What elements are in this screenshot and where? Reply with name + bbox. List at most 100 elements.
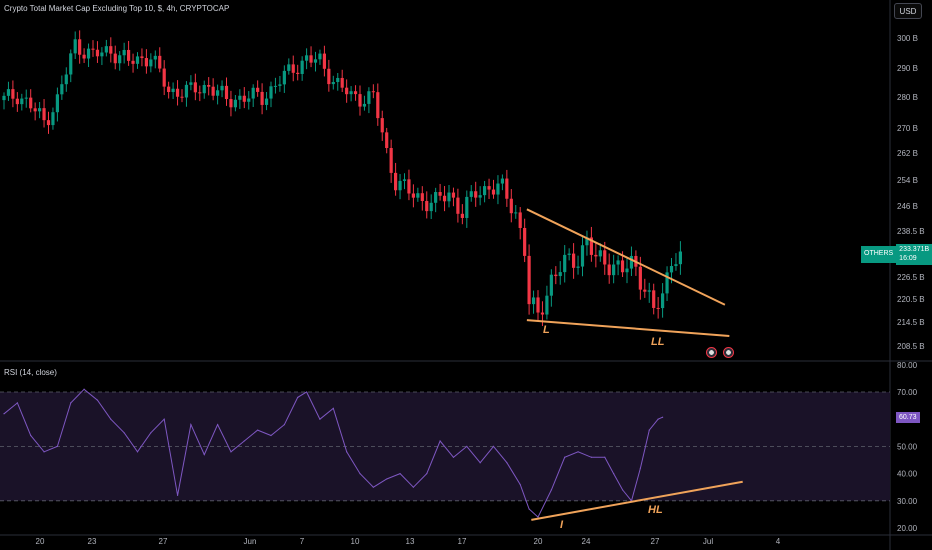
- rsi-point: [283, 424, 285, 426]
- rsi-point: [662, 416, 664, 418]
- candle-body: [153, 55, 157, 60]
- candle-body: [540, 312, 545, 315]
- candle-body: [171, 88, 175, 93]
- candle-body: [371, 91, 375, 93]
- candle-body: [607, 264, 611, 276]
- rsi-point: [621, 489, 624, 491]
- event-icon[interactable]: [723, 347, 734, 358]
- candle-body: [345, 87, 349, 95]
- price-badge: OTHERS 233.371B 16:09: [861, 244, 932, 265]
- candle-body: [251, 87, 255, 99]
- last-price-label: 233.371B: [899, 246, 930, 253]
- candle-body: [469, 191, 473, 197]
- candle-body: [309, 55, 313, 63]
- candle-body: [594, 254, 598, 257]
- time-tick-label: 27: [651, 537, 660, 546]
- candle-body: [465, 196, 469, 218]
- candle-body: [282, 70, 286, 85]
- candle-body: [625, 268, 629, 273]
- candle-body: [389, 147, 393, 173]
- candle-body: [598, 250, 602, 257]
- candle-body: [523, 227, 527, 256]
- candle-body: [113, 53, 117, 64]
- candle-body: [100, 52, 104, 57]
- rsi-point: [519, 483, 521, 486]
- candle-body: [442, 195, 447, 202]
- candle-body: [189, 82, 193, 85]
- rsi-point: [657, 418, 659, 420]
- candle-body: [122, 49, 126, 56]
- candle-body: [336, 77, 340, 83]
- rsi-point: [243, 440, 245, 442]
- candle-body: [643, 289, 647, 292]
- candle-body: [638, 266, 642, 290]
- candle-body: [500, 178, 504, 184]
- candle-body: [55, 94, 59, 113]
- candle-body: [460, 213, 464, 218]
- candle-body: [353, 91, 358, 95]
- candle-body: [149, 59, 153, 67]
- candle-body: [238, 95, 242, 100]
- candle-body: [478, 195, 482, 198]
- time-tick-label: 23: [88, 537, 97, 546]
- candle-body: [38, 108, 42, 112]
- price-trendline: [526, 319, 730, 337]
- candle-body: [438, 192, 442, 196]
- rsi-indicator-label[interactable]: RSI (14, close): [4, 368, 57, 377]
- candle-body: [162, 68, 166, 87]
- annotation-l: L: [543, 324, 550, 336]
- candle-body: [127, 49, 131, 61]
- rsi-point: [452, 456, 455, 458]
- currency-button[interactable]: USD: [894, 3, 922, 19]
- candle-body: [220, 85, 224, 91]
- candle-body: [144, 58, 148, 67]
- price-tick-label: 220.5 B: [897, 295, 925, 304]
- rsi-point: [492, 445, 495, 447]
- rsi-point: [16, 402, 18, 404]
- price-tick-label: 214.5 B: [897, 318, 925, 327]
- rsi-point: [590, 456, 593, 458]
- candle-body: [678, 251, 682, 265]
- event-icon[interactable]: [706, 347, 717, 358]
- candle-body: [416, 193, 420, 198]
- rsi-point: [163, 418, 165, 420]
- candle-body: [572, 253, 576, 268]
- candle-body: [496, 183, 500, 195]
- candle-body: [29, 97, 33, 109]
- time-tick-label: 20: [534, 537, 543, 546]
- candle-body: [313, 59, 318, 63]
- rsi-point: [319, 418, 321, 420]
- candle-body: [24, 97, 28, 99]
- time-tick-label: 27: [159, 537, 168, 546]
- annotation-rsi-i: I: [560, 519, 564, 531]
- rsi-point: [466, 445, 468, 447]
- candle-body: [567, 253, 571, 255]
- candle-body: [505, 178, 509, 199]
- candle-body: [558, 272, 562, 277]
- rsi-line: [3, 388, 663, 518]
- price-tick-label: 246 B: [897, 202, 918, 211]
- candle-body: [82, 54, 86, 59]
- time-tick-label: 24: [582, 537, 591, 546]
- candle-body: [273, 85, 278, 87]
- candle-body: [202, 84, 206, 94]
- time-tick-label: 20: [36, 537, 45, 546]
- candle-body: [616, 260, 620, 265]
- rsi-point: [386, 478, 388, 480]
- price-tick-label: 290 B: [897, 64, 918, 73]
- candle-body: [20, 98, 24, 105]
- price-trendline: [526, 208, 726, 306]
- rsi-point: [439, 440, 441, 442]
- candle-body: [451, 192, 456, 198]
- candle-body: [216, 90, 220, 96]
- candle-body: [193, 82, 197, 93]
- candle-body: [247, 98, 251, 102]
- rsi-point: [190, 424, 192, 426]
- candle-body: [131, 60, 135, 64]
- price-tick-label: 208.5 B: [897, 342, 925, 351]
- candle-body: [420, 193, 424, 202]
- time-tick-label: 10: [351, 537, 360, 546]
- rsi-point: [217, 424, 219, 426]
- rsi-point: [550, 489, 552, 491]
